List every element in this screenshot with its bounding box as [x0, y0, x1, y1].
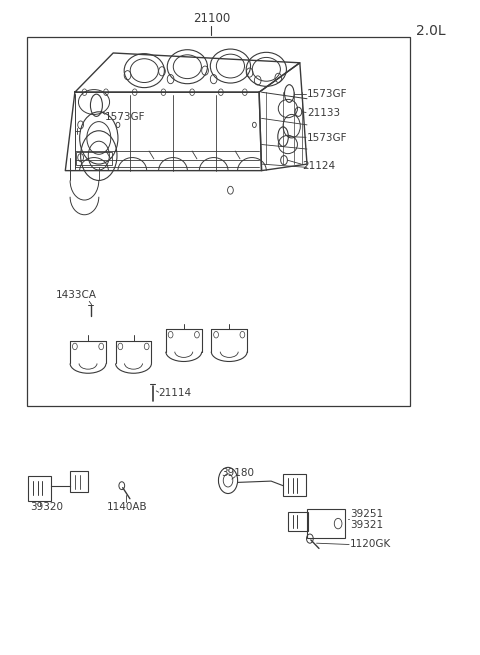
Text: 1140AB: 1140AB: [107, 502, 148, 512]
Text: 39321: 39321: [350, 520, 383, 530]
Bar: [70, 472, 88, 492]
Bar: [307, 508, 345, 538]
Bar: [28, 476, 51, 500]
Bar: [283, 474, 306, 496]
Text: 1120GK: 1120GK: [350, 540, 391, 550]
Text: 39320: 39320: [30, 502, 63, 512]
Text: 2.0L: 2.0L: [416, 24, 446, 37]
Text: 1573GF: 1573GF: [307, 133, 348, 143]
Text: 1573GF: 1573GF: [105, 112, 145, 122]
Text: 21133: 21133: [307, 108, 340, 118]
Bar: [288, 512, 308, 531]
Text: 21100: 21100: [192, 12, 230, 25]
Text: 1433CA: 1433CA: [56, 290, 97, 300]
Text: 39180: 39180: [221, 468, 254, 477]
Text: 21114: 21114: [158, 388, 192, 398]
Text: 21124: 21124: [302, 161, 336, 171]
Bar: [27, 37, 410, 406]
Text: 1573GF: 1573GF: [307, 88, 348, 98]
Bar: [76, 153, 112, 166]
Text: 39251: 39251: [350, 509, 383, 519]
